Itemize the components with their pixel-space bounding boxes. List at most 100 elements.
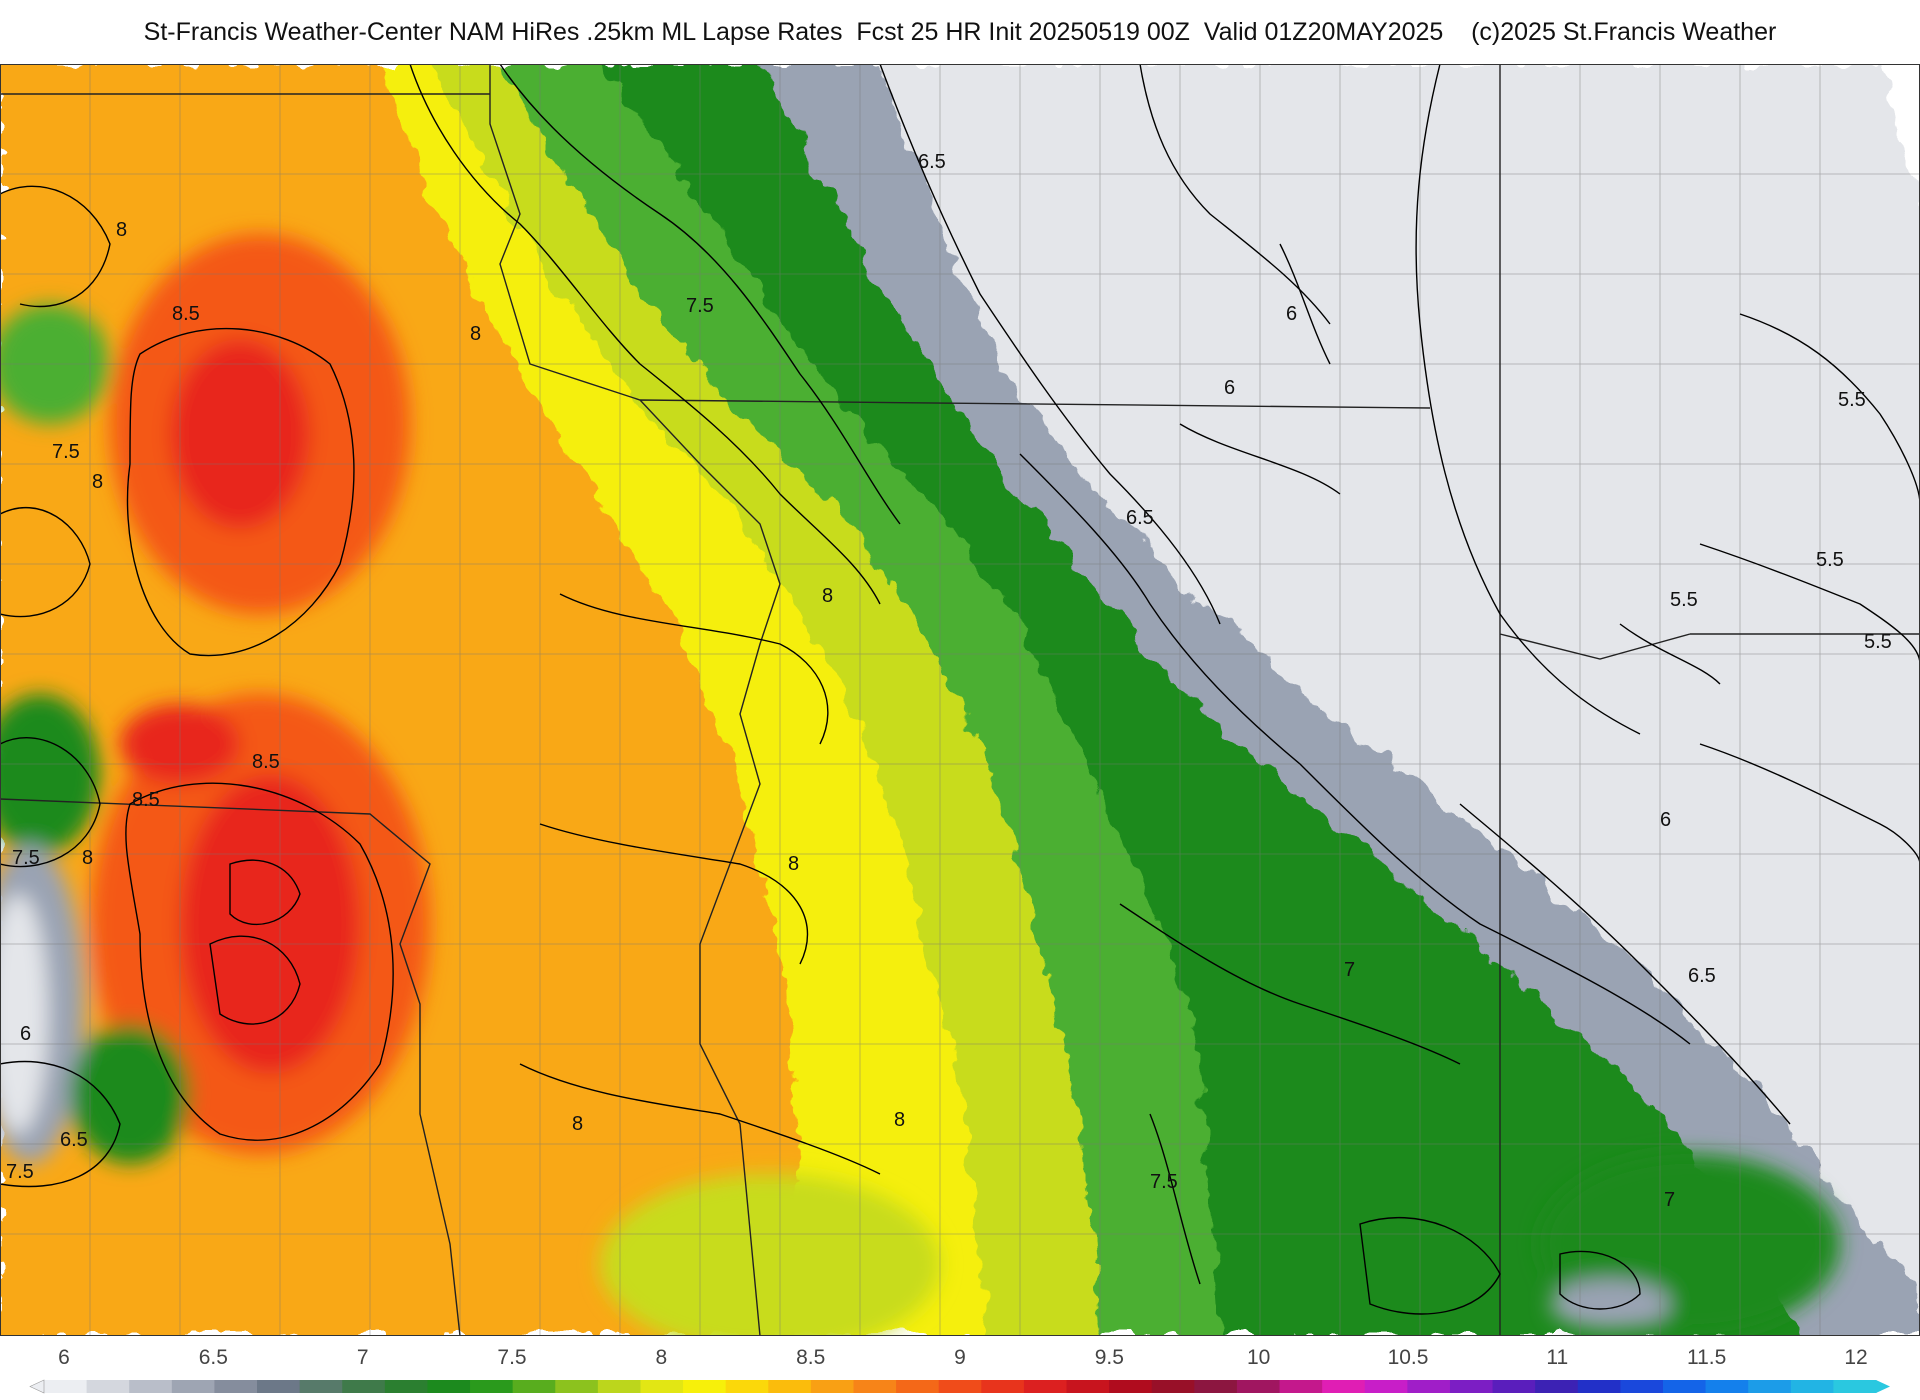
contour-label: 6.5	[60, 1129, 88, 1151]
state-boundaries	[0, 64, 1920, 1336]
contour-label: 7.5	[52, 441, 80, 463]
contours	[0, 64, 1920, 1315]
colorbar-tick-label: 6	[58, 1346, 70, 1369]
colorbar-swatch	[1194, 1380, 1238, 1393]
contour-label: 6.5	[1688, 965, 1716, 987]
blob-red-north	[170, 339, 310, 529]
colorbar-tick-label: 7.5	[497, 1346, 526, 1369]
contour-label: 6.5	[918, 151, 946, 173]
contour-label: 8	[894, 1109, 905, 1131]
colorbar-swatch	[86, 1380, 130, 1393]
contour-label: 8.5	[252, 751, 280, 773]
colorbar-swatch	[597, 1380, 641, 1393]
colorbar-swatch	[512, 1380, 556, 1393]
colorbar-swatch	[1236, 1380, 1281, 1393]
colorbar-swatch	[1066, 1380, 1110, 1393]
colorbar-tick-label: 9	[954, 1346, 966, 1369]
colorbar-swatch	[1407, 1380, 1451, 1393]
contour-label: 8	[572, 1113, 583, 1135]
contour-label: 7.5	[1150, 1171, 1178, 1193]
colorbar-max-arrow	[1876, 1380, 1890, 1393]
colorbar-swatch	[810, 1380, 854, 1393]
colorbar-swatch	[1109, 1380, 1153, 1393]
contour-labels: 6.5 7.5 8 8.5 8 7.5 8 6 6 6.5 8 5.5 5.5 …	[6, 151, 1892, 1211]
colorbar-swatch	[44, 1380, 88, 1393]
contour-label: 5.5	[1864, 631, 1892, 653]
colorbar-tick-label: 11.5	[1687, 1346, 1726, 1369]
colorbar-swatch	[214, 1380, 258, 1393]
colorbar-swatch	[1662, 1380, 1707, 1393]
colorbar-swatch	[1151, 1380, 1195, 1393]
colorbar-swatch	[384, 1380, 428, 1393]
colorbar-tick-label: 7	[357, 1346, 369, 1369]
contour-label: 6	[1224, 377, 1235, 399]
colorbar: 6 6.5 7 7.5 8 8.5 9 9.5 10 10.5 11 11.5 12	[29, 1346, 1890, 1394]
colorbar-swatch	[1705, 1380, 1749, 1393]
blob-gray-se	[1550, 1279, 1670, 1329]
colorbar-swatch	[342, 1380, 386, 1393]
colorbar-swatch	[1492, 1380, 1536, 1393]
colorbar-tick-label: 12	[1844, 1346, 1867, 1369]
colorbar-swatch	[1449, 1380, 1494, 1393]
colorbar-swatch	[1790, 1380, 1834, 1393]
contour-label: 8	[822, 585, 833, 607]
colorbar-tick-label: 6.5	[199, 1346, 228, 1369]
colorbar-tick-label: 10	[1247, 1346, 1270, 1369]
blob-red-south	[180, 774, 360, 1074]
colorbar-swatch	[981, 1380, 1025, 1393]
blob-yellow-green	[600, 1174, 940, 1336]
colorbar-swatch	[683, 1380, 727, 1393]
colorbar-swatch	[1748, 1380, 1792, 1393]
colorbar-swatch	[938, 1380, 982, 1393]
contour-label: 7.5	[686, 295, 714, 317]
colorbar-swatch	[171, 1380, 215, 1393]
colorbar-swatch	[1279, 1380, 1323, 1393]
contour-label: 8.5	[172, 303, 200, 325]
colorbar-tick-label: 11	[1546, 1346, 1568, 1369]
colorbar-swatch	[1364, 1380, 1408, 1393]
colorbar-swatch	[257, 1380, 301, 1393]
colorbar-tick-label: 8	[655, 1346, 667, 1369]
colorbar-swatch	[853, 1380, 897, 1393]
contour-label: 8	[92, 471, 103, 493]
contour-label: 7.5	[12, 847, 40, 869]
colorbar-tick-label: 9.5	[1095, 1346, 1124, 1369]
colorbar-swatch	[1023, 1380, 1068, 1393]
colorbar-swatch	[299, 1380, 343, 1393]
contour-label: 8	[470, 323, 481, 345]
blob-light-west	[0, 894, 48, 1134]
colorbar-swatch	[1833, 1380, 1877, 1393]
blob-green-southwest	[70, 1024, 190, 1164]
colorbar-tick-label: 10.5	[1388, 1346, 1429, 1369]
colorbar-swatch	[555, 1380, 599, 1393]
colorbar-swatch	[1535, 1380, 1579, 1393]
contour-label: 7.5	[6, 1161, 34, 1183]
contour-label: 5.5	[1838, 389, 1866, 411]
colorbar-swatch	[896, 1380, 940, 1393]
contour-label: 6	[20, 1023, 31, 1045]
blob-green-west2	[0, 694, 100, 854]
contour-label: 8	[82, 847, 93, 869]
contour-label: 7	[1664, 1189, 1675, 1211]
contour-label: 6.5	[1126, 507, 1154, 529]
contour-label: 7	[1344, 959, 1355, 981]
colorbar-tick-label: 8.5	[796, 1346, 825, 1369]
contour-label: 6	[1286, 303, 1297, 325]
colorbar-swatch	[1620, 1380, 1664, 1393]
colorbar-swatch	[427, 1380, 471, 1393]
colorbar-ticks: 6 6.5 7 7.5 8 8.5 9 9.5 10 10.5 11 11.5 12	[58, 1346, 1868, 1369]
colorbar-swatch	[129, 1380, 173, 1393]
colorbar-swatch	[725, 1380, 769, 1393]
contour-label: 5.5	[1816, 549, 1844, 571]
colorbar-swatches	[29, 1379, 1890, 1394]
band-light-gray	[0, 64, 1920, 1336]
colorbar-swatch	[1322, 1380, 1366, 1393]
page-title: St-Francis Weather-Center NAM HiRes .25k…	[143, 17, 1777, 46]
colorbar-min-arrow	[29, 1379, 45, 1394]
contour-label: 8.5	[132, 789, 160, 811]
colorbar-swatch	[470, 1380, 514, 1393]
contour-label: 8	[116, 219, 127, 241]
contour-label: 5.5	[1670, 589, 1698, 611]
colorbar-swatch	[768, 1380, 812, 1393]
colorbar-swatch	[640, 1380, 684, 1393]
